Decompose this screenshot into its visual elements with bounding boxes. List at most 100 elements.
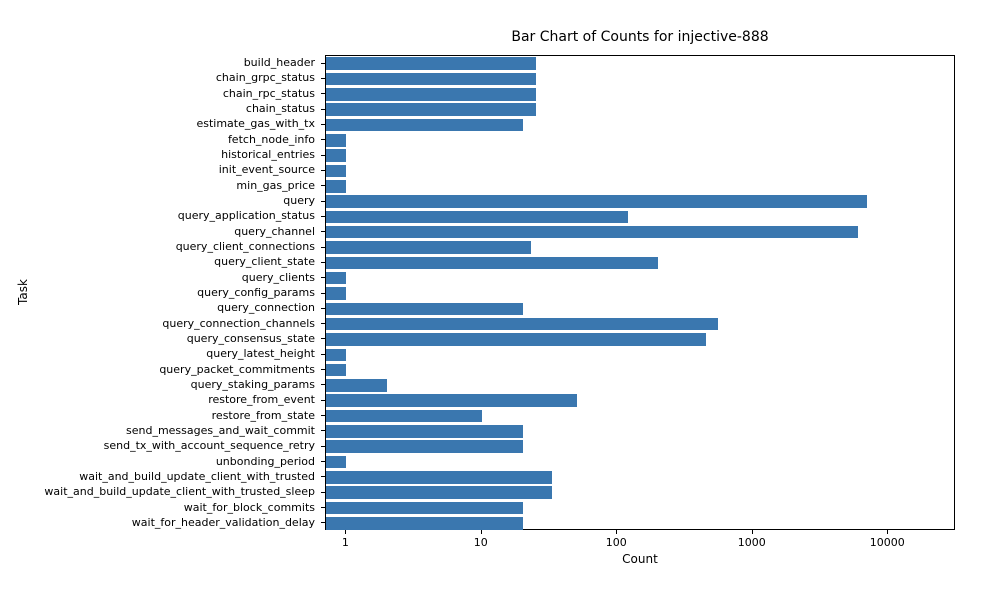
y-tick-mark: [321, 461, 325, 462]
y-tick-mark: [321, 63, 325, 64]
bar: [326, 517, 523, 530]
y-tick-label: query_packet_commitments: [0, 364, 315, 375]
y-tick-label: query_connection: [0, 302, 315, 313]
y-tick-label: send_tx_with_account_sequence_retry: [0, 440, 315, 451]
bar: [326, 88, 536, 101]
bar: [326, 241, 531, 254]
y-tick-mark: [321, 400, 325, 401]
y-tick-label: build_header: [0, 57, 315, 68]
bar: [326, 165, 346, 178]
y-tick-label: query_client_connections: [0, 241, 315, 252]
bar: [326, 364, 346, 377]
y-tick-label: restore_from_state: [0, 410, 315, 421]
y-tick-label: unbonding_period: [0, 456, 315, 467]
y-tick-mark: [321, 139, 325, 140]
y-tick-label: init_event_source: [0, 164, 315, 175]
y-tick-mark: [321, 293, 325, 294]
y-tick-label: query_consensus_state: [0, 333, 315, 344]
y-tick-mark: [321, 277, 325, 278]
bar: [326, 456, 346, 469]
bar: [326, 103, 536, 116]
x-axis-label: Count: [325, 552, 955, 566]
x-tick-mark: [752, 530, 753, 534]
y-tick-label: estimate_gas_with_tx: [0, 118, 315, 129]
x-tick-mark: [887, 530, 888, 534]
y-tick-label: query_staking_params: [0, 379, 315, 390]
y-tick-label: query_latest_height: [0, 348, 315, 359]
bar: [326, 502, 523, 515]
bar: [326, 257, 658, 270]
y-tick-mark: [321, 124, 325, 125]
y-tick-mark: [321, 308, 325, 309]
y-tick-mark: [321, 323, 325, 324]
bar: [326, 440, 523, 453]
y-tick-label: query_connection_channels: [0, 318, 315, 329]
y-tick-mark: [321, 507, 325, 508]
y-tick-mark: [321, 522, 325, 523]
y-tick-mark: [321, 430, 325, 431]
y-tick-mark: [321, 201, 325, 202]
y-tick-label: query_clients: [0, 272, 315, 283]
bar: [326, 379, 387, 392]
y-tick-label: restore_from_event: [0, 394, 315, 405]
x-tick-mark: [616, 530, 617, 534]
y-tick-label: chain_status: [0, 103, 315, 114]
bar: [326, 73, 536, 86]
bar: [326, 134, 346, 147]
y-tick-mark: [321, 415, 325, 416]
y-tick-label: query: [0, 195, 315, 206]
bar: [326, 119, 523, 132]
y-tick-mark: [321, 354, 325, 355]
bar: [326, 425, 523, 438]
y-tick-mark: [321, 369, 325, 370]
y-tick-label: query_config_params: [0, 287, 315, 298]
x-tick-label: 1: [342, 536, 349, 549]
y-tick-label: wait_and_build_update_client_with_truste…: [0, 471, 315, 482]
y-tick-label: wait_for_block_commits: [0, 502, 315, 513]
y-tick-label: historical_entries: [0, 149, 315, 160]
y-tick-label: chain_grpc_status: [0, 72, 315, 83]
y-tick-mark: [321, 446, 325, 447]
y-tick-label: chain_rpc_status: [0, 88, 315, 99]
bar: [326, 287, 346, 300]
bar: [326, 57, 536, 70]
x-tick-label: 100: [606, 536, 627, 549]
y-tick-label: fetch_node_info: [0, 134, 315, 145]
y-tick-mark: [321, 78, 325, 79]
x-tick-mark: [481, 530, 482, 534]
y-tick-label: query_channel: [0, 226, 315, 237]
y-tick-mark: [321, 384, 325, 385]
bar: [326, 318, 718, 331]
bar: [326, 226, 858, 239]
y-tick-label: wait_and_build_update_client_with_truste…: [0, 486, 315, 497]
bar: [326, 471, 552, 484]
y-tick-mark: [321, 155, 325, 156]
bar: [326, 333, 706, 346]
y-tick-label: min_gas_price: [0, 180, 315, 191]
y-tick-mark: [321, 262, 325, 263]
x-tick-label: 10000: [870, 536, 905, 549]
y-tick-mark: [321, 93, 325, 94]
bar: [326, 272, 346, 285]
chart-title: Bar Chart of Counts for injective-888: [325, 29, 955, 45]
bar: [326, 195, 867, 208]
bar: [326, 180, 346, 193]
y-tick-mark: [321, 492, 325, 493]
plot-area: [325, 55, 955, 530]
bar: [326, 211, 628, 224]
y-tick-mark: [321, 476, 325, 477]
x-tick-mark: [345, 530, 346, 534]
bar: [326, 410, 482, 423]
y-tick-mark: [321, 216, 325, 217]
y-tick-label: send_messages_and_wait_commit: [0, 425, 315, 436]
y-tick-label: query_client_state: [0, 256, 315, 267]
bar: [326, 303, 523, 316]
y-tick-mark: [321, 247, 325, 248]
y-tick-label: query_application_status: [0, 210, 315, 221]
y-tick-mark: [321, 231, 325, 232]
bar: [326, 349, 346, 362]
bar: [326, 486, 552, 499]
bar: [326, 394, 577, 407]
y-tick-mark: [321, 109, 325, 110]
bar: [326, 149, 346, 162]
